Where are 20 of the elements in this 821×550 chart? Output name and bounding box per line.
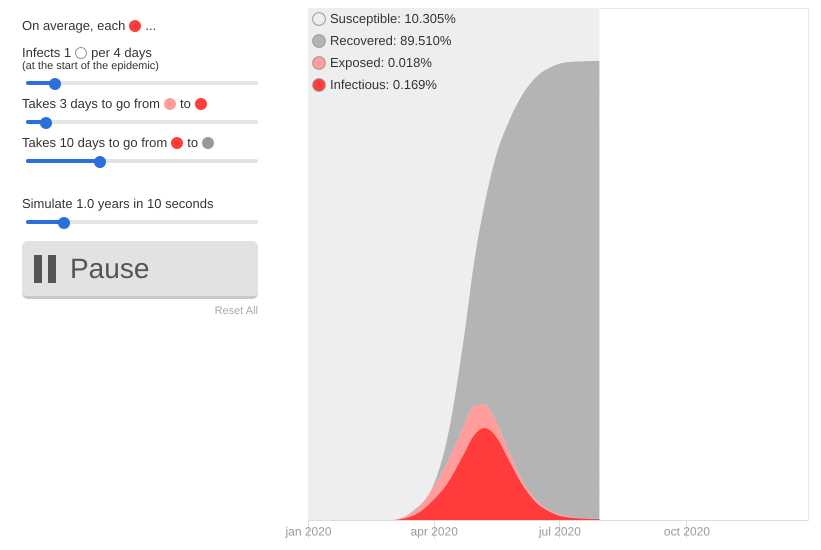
text: Takes 10 days to go from bbox=[22, 135, 168, 150]
x-tick-label: apr 2020 bbox=[410, 524, 458, 538]
legend-label: Susceptible: 10.305% bbox=[330, 11, 456, 26]
text: to bbox=[180, 96, 191, 111]
text: per 4 days bbox=[91, 45, 152, 60]
text: Reset All bbox=[214, 305, 258, 317]
x-tick-label: jan 2020 bbox=[284, 524, 332, 538]
text: Pause bbox=[70, 252, 150, 284]
text: ... bbox=[145, 18, 156, 33]
text: (at the start of the epidemic) bbox=[22, 60, 159, 72]
legend-label: Exposed: 0.018% bbox=[330, 55, 432, 70]
legend-label: Recovered: 89.510% bbox=[330, 33, 452, 48]
legend-label: Infectious: 0.169% bbox=[330, 77, 438, 92]
text: Infects 1 bbox=[22, 45, 72, 60]
text: On average, each bbox=[22, 18, 126, 33]
text: Simulate 1.0 years in 10 seconds bbox=[22, 196, 214, 211]
text: to bbox=[187, 135, 198, 150]
x-tick-label: oct 2020 bbox=[664, 524, 710, 538]
x-tick-label: jul 2020 bbox=[538, 524, 582, 538]
text: Takes 3 days to go from bbox=[22, 96, 160, 111]
